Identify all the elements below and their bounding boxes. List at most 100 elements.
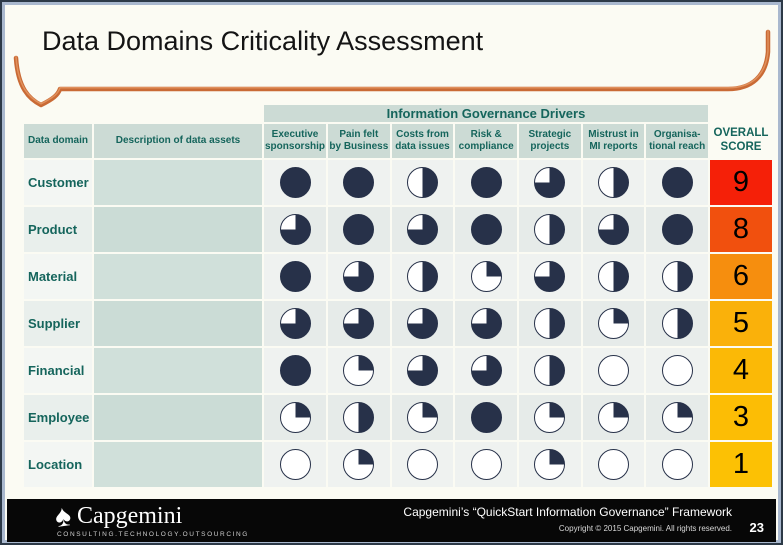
harvey-ball-cell <box>455 395 517 440</box>
harvey-ball-cell <box>646 160 708 205</box>
harvey-ball-75 <box>343 261 375 292</box>
harvey-ball-cell <box>519 301 581 346</box>
harvey-ball-50 <box>598 167 629 198</box>
harvey-ball-25 <box>343 449 375 480</box>
harvey-ball-cell <box>264 395 327 440</box>
overall-score-cell: 1 <box>710 442 772 487</box>
row-label-location: Location <box>24 442 92 487</box>
harvey-ball-100 <box>661 167 693 198</box>
harvey-ball-cell <box>646 301 708 346</box>
harvey-ball-cell <box>519 254 581 299</box>
harvey-ball-cell <box>582 301 645 346</box>
harvey-ball-0 <box>661 449 693 480</box>
row-label-customer: Customer <box>24 160 92 205</box>
driver-column-header: Executive sponsorship <box>264 124 327 158</box>
harvey-ball-100 <box>343 167 375 198</box>
harvey-ball-0 <box>407 449 438 480</box>
harvey-ball-100 <box>661 214 693 245</box>
row-label-employee: Employee <box>24 395 92 440</box>
title-area: Data Domains Criticality Assessment <box>2 2 781 108</box>
overall-score-cell: 5 <box>710 301 772 346</box>
harvey-ball-cell <box>328 207 390 252</box>
harvey-ball-0 <box>661 355 693 386</box>
harvey-ball-25 <box>470 261 502 292</box>
spade-icon: ♠ <box>52 498 74 534</box>
harvey-ball-75 <box>470 308 502 339</box>
description-cell <box>94 395 262 440</box>
harvey-ball-50 <box>534 355 566 386</box>
harvey-ball-cell <box>455 442 517 487</box>
harvey-ball-25 <box>534 402 566 433</box>
group-header-spacer <box>24 105 262 122</box>
description-cell <box>94 348 262 393</box>
harvey-ball-cell <box>582 207 645 252</box>
harvey-ball-cell <box>519 395 581 440</box>
harvey-ball-50 <box>407 167 438 198</box>
page-number: 23 <box>749 520 764 535</box>
harvey-ball-cell <box>391 442 454 487</box>
harvey-ball-50 <box>534 308 566 339</box>
harvey-ball-75 <box>407 355 438 386</box>
harvey-ball-cell <box>391 348 454 393</box>
harvey-ball-cell <box>264 442 327 487</box>
harvey-ball-cell <box>582 254 645 299</box>
harvey-ball-cell <box>328 254 390 299</box>
harvey-ball-50 <box>343 402 375 433</box>
driver-column-header: Pain felt by Business <box>328 124 390 158</box>
harvey-ball-75 <box>279 214 311 245</box>
harvey-ball-50 <box>598 261 629 292</box>
harvey-ball-100 <box>279 261 311 292</box>
driver-column-header: Mistrust in MI reports <box>582 124 645 158</box>
row-label-financial: Financial <box>24 348 92 393</box>
page-title: Data Domains Criticality Assessment <box>42 26 484 56</box>
harvey-ball-50 <box>534 214 566 245</box>
harvey-ball-cell <box>391 301 454 346</box>
harvey-ball-75 <box>407 308 438 339</box>
harvey-ball-50 <box>661 261 693 292</box>
harvey-ball-cell <box>264 254 327 299</box>
harvey-ball-0 <box>279 449 311 480</box>
harvey-ball-cell <box>455 254 517 299</box>
harvey-ball-0 <box>470 449 502 480</box>
harvey-ball-cell <box>264 207 327 252</box>
harvey-ball-100 <box>470 167 502 198</box>
description-cell <box>94 160 262 205</box>
overall-score-cell: 8 <box>710 207 772 252</box>
description-cell <box>94 301 262 346</box>
harvey-ball-100 <box>279 167 311 198</box>
harvey-ball-75 <box>279 308 311 339</box>
harvey-ball-cell <box>455 160 517 205</box>
framework-title: Capgemini’s “QuickStart Information Gove… <box>403 505 732 519</box>
harvey-ball-cell <box>646 348 708 393</box>
score-column-spacer <box>710 105 772 122</box>
group-header: Information Governance Drivers <box>264 105 708 122</box>
harvey-ball-25 <box>598 308 629 339</box>
harvey-ball-cell <box>391 207 454 252</box>
harvey-ball-cell <box>391 395 454 440</box>
harvey-ball-100 <box>343 214 375 245</box>
description-cell <box>94 207 262 252</box>
harvey-ball-0 <box>598 355 629 386</box>
harvey-ball-75 <box>534 261 566 292</box>
harvey-ball-cell <box>519 160 581 205</box>
harvey-ball-cell <box>646 442 708 487</box>
harvey-ball-cell <box>646 254 708 299</box>
domain-column-header: Data domain <box>24 124 92 158</box>
harvey-ball-25 <box>598 402 629 433</box>
driver-column-header: Organisa- tional reach <box>646 124 708 158</box>
harvey-ball-cell <box>328 348 390 393</box>
description-cell <box>94 254 262 299</box>
overall-score-header: OVERALL SCORE <box>713 127 769 153</box>
row-label-supplier: Supplier <box>24 301 92 346</box>
harvey-ball-100 <box>470 214 502 245</box>
footer-text-block: Capgemini’s “QuickStart Information Gove… <box>403 505 732 533</box>
orange-brace-decoration <box>13 29 771 108</box>
description-cell <box>94 442 262 487</box>
harvey-ball-cell <box>519 207 581 252</box>
footer-bar: ♠ Capgemini CONSULTING.TECHNOLOGY.OUTSOU… <box>7 499 776 542</box>
overall-score-cell: 3 <box>710 395 772 440</box>
harvey-ball-75 <box>598 214 629 245</box>
harvey-ball-cell <box>582 395 645 440</box>
harvey-ball-25 <box>661 402 693 433</box>
driver-column-header: Costs from data issues <box>391 124 454 158</box>
